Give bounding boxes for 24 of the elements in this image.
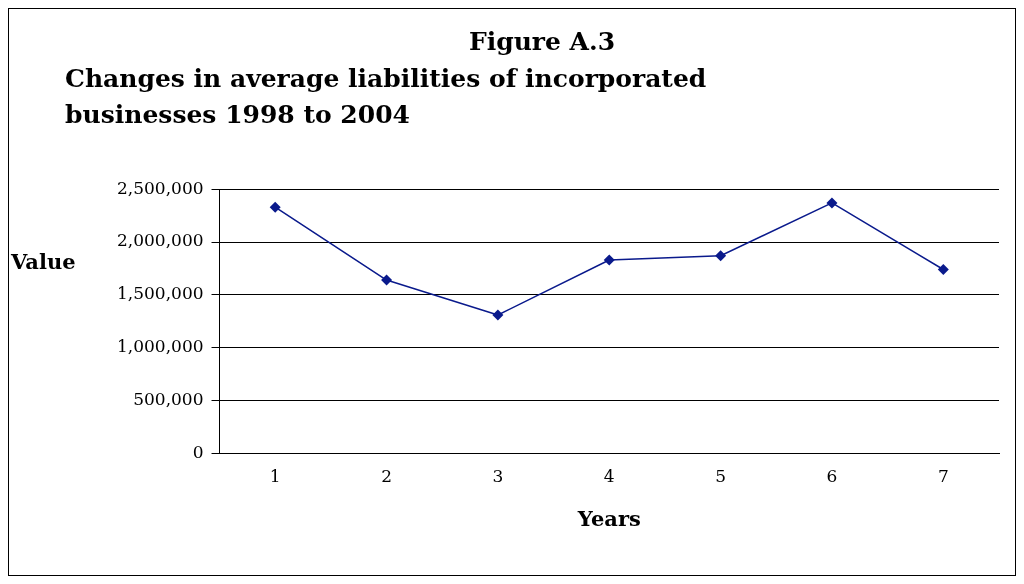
point: [269, 201, 281, 213]
x-tick-label: 2: [381, 466, 392, 487]
x-axis-title: Years: [576, 505, 641, 531]
point: [492, 309, 504, 321]
x-tick-label: 5: [715, 466, 727, 487]
point: [381, 274, 393, 286]
point: [715, 250, 727, 262]
x-tick-label: 3: [492, 466, 504, 487]
y-tick-label: 0: [192, 441, 204, 462]
x-tick-label: 1: [269, 466, 281, 487]
y-tick-label: 2,500,000: [116, 177, 204, 198]
x-tick-label: 7: [937, 466, 949, 487]
point: [826, 197, 838, 209]
point: [603, 254, 615, 266]
chart-subtitle: Changes in average liabilities of incorporated businesses 1998 to 2004: [65, 63, 708, 131]
y-tick-label: 2,000,000: [116, 230, 204, 251]
point: [937, 264, 949, 276]
x-tick-label: 6: [826, 466, 838, 487]
y-axis-title: Value: [11, 249, 76, 274]
y-tick-label: 1,500,000: [116, 283, 204, 304]
y-tick-label: 500,000: [133, 388, 204, 409]
chart-title: Figure A.3: [467, 27, 617, 56]
y-tick-label: 1,000,000: [116, 336, 204, 357]
x-tick-label: 4: [603, 466, 615, 487]
